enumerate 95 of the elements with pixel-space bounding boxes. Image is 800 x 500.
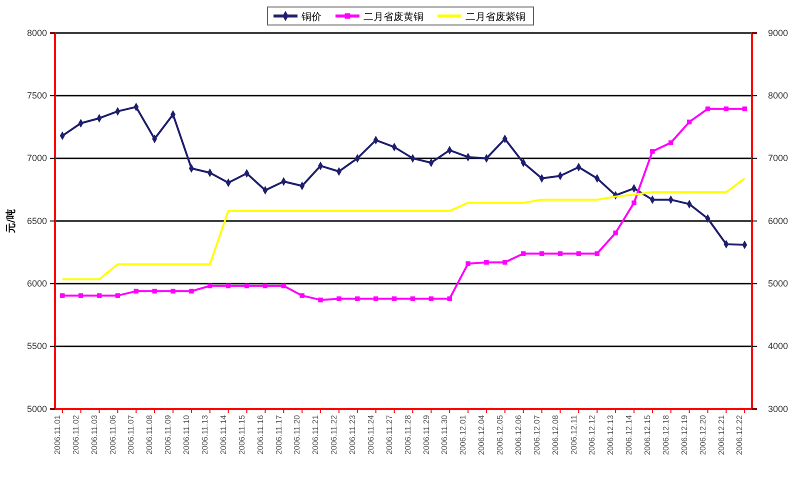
point — [262, 284, 268, 288]
x-tick-label: 2006.11.14 — [218, 414, 228, 454]
y-tick-label: 8000 — [26, 28, 47, 38]
x-tick-label: 2006.11.02 — [71, 414, 80, 454]
x-tick-label: 2006.11.01 — [52, 414, 62, 454]
x-tick-label: 2006.12.21 — [716, 414, 726, 456]
x-tick-label: 2006.11.28 — [403, 414, 412, 454]
y2-tick-label: 7000 — [768, 153, 788, 164]
y2-tick-label: 4000 — [768, 341, 788, 352]
line-series — [61, 177, 746, 280]
point — [428, 296, 434, 302]
point — [170, 288, 176, 294]
point — [594, 251, 600, 256]
y-tick-label: 6500 — [26, 216, 47, 226]
legend-label: 二月省废紫铜 — [466, 11, 526, 23]
x-tick-label: 2006.11.29 — [422, 414, 431, 454]
y2-tick-label: 8000 — [768, 90, 788, 101]
point — [78, 293, 84, 298]
point — [650, 149, 655, 154]
y-tick-label: 5500 — [26, 341, 47, 352]
x-tick-label: 2006.12.19 — [680, 414, 689, 456]
point — [558, 251, 563, 256]
x-tick-label: 2006.12.22 — [735, 414, 744, 456]
x-tick-label: 2006.12.11 — [569, 414, 578, 454]
point — [724, 106, 729, 112]
y2-tick-label: 6000 — [768, 216, 788, 226]
point — [447, 296, 452, 302]
y-tick-label: 5000 — [26, 404, 47, 414]
point — [355, 296, 360, 302]
point — [705, 106, 710, 112]
point — [686, 120, 692, 124]
x-tick-label: 2006.11.17 — [274, 414, 284, 454]
point — [484, 260, 489, 265]
point — [300, 293, 304, 298]
y-tick-label: 7000 — [26, 153, 47, 164]
point — [96, 293, 102, 298]
x-tick-label: 2006.12.06 — [514, 414, 523, 456]
point — [152, 288, 157, 294]
x-tick-label: 2006.12.18 — [661, 414, 670, 456]
point — [576, 251, 582, 256]
x-tick-label: 2006.11.21 — [311, 414, 320, 454]
x-tick-label: 2006.11.13 — [200, 414, 210, 454]
point — [281, 284, 286, 288]
x-tick-label: 2006.11.16 — [256, 414, 265, 454]
point — [742, 106, 747, 112]
point — [115, 293, 120, 298]
x-tick-label: 2006.12.13 — [606, 414, 616, 456]
point — [668, 140, 674, 146]
x-tick-label: 2006.12.07 — [532, 414, 542, 456]
x-tick-label: 2006.11.03 — [90, 414, 99, 454]
x-tick-label: 2006.12.08 — [550, 414, 560, 456]
point — [632, 200, 636, 206]
y2-tick-label: 5000 — [768, 278, 788, 289]
legend-label: 二月省废黄铜 — [364, 11, 424, 23]
point — [373, 296, 378, 302]
x-tick-label: 2006.11.30 — [440, 414, 450, 454]
x-tick-label: 2006.12.04 — [477, 414, 486, 456]
point — [392, 296, 397, 302]
point — [521, 251, 526, 256]
y-tick-label: 7500 — [26, 90, 47, 101]
x-tick-label: 2006.11.22 — [330, 414, 339, 454]
point — [539, 251, 544, 256]
point — [336, 296, 342, 302]
x-tick-label: 2006.11.24 — [366, 414, 376, 454]
x-tick-label: 2006.12.15 — [643, 414, 652, 456]
point — [318, 298, 323, 302]
x-tick-label: 2006.12.12 — [588, 414, 597, 456]
x-tick-label: 2006.11.23 — [348, 414, 357, 454]
x-tick-label: 2006.12.05 — [496, 414, 505, 456]
y2-tick-label: 3000 — [768, 404, 788, 414]
legend-label: 铜价 — [300, 11, 322, 23]
point — [613, 230, 618, 236]
point — [410, 296, 416, 302]
x-tick-label: 2006.12.14 — [624, 414, 634, 456]
point — [466, 261, 470, 266]
x-tick-label: 2006.12.01 — [458, 414, 468, 456]
point — [134, 288, 138, 294]
x-tick-label: 2006.11.15 — [237, 414, 246, 454]
x-tick-label: 2006.11.10 — [182, 414, 192, 454]
point — [226, 284, 231, 288]
point — [60, 293, 65, 298]
point — [502, 260, 508, 265]
x-tick-label: 2006.11.06 — [108, 414, 118, 454]
y-axis-title: 元/吨 — [5, 209, 17, 234]
x-tick-label: 2006.11.07 — [126, 414, 136, 454]
point — [189, 288, 194, 294]
x-tick-label: 2006.11.09 — [164, 414, 173, 454]
x-tick-label: 2006.12.20 — [698, 414, 708, 456]
y2-tick-label: 9000 — [768, 28, 788, 38]
x-tick-label: 2006.11.08 — [145, 414, 154, 454]
point — [208, 284, 212, 288]
point — [244, 284, 250, 288]
x-tick-label: 2006.11.27 — [384, 414, 394, 454]
x-tick-label: 2006.11.20 — [292, 414, 302, 454]
y-tick-label: 6000 — [26, 278, 47, 289]
